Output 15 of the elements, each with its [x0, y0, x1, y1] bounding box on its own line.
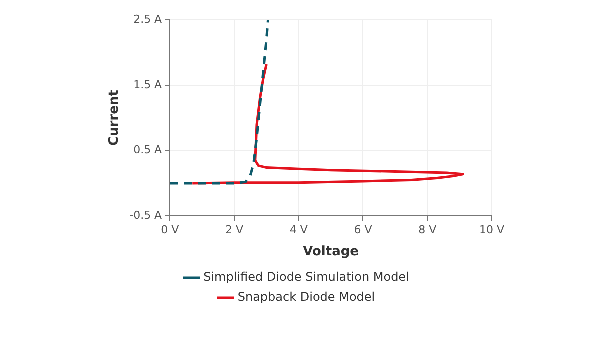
- y-axis-title: Current: [107, 90, 122, 146]
- y-tick-label: 2.5 A: [134, 12, 163, 26]
- x-tick-label: 8 V: [418, 224, 438, 237]
- x-tick-label: 0 V: [161, 224, 180, 237]
- y-tick-label: -0.5 A: [130, 209, 163, 222]
- line-series: [170, 20, 270, 185]
- x-tick-label: 4 V: [290, 224, 308, 237]
- x-axis-title: Voltage: [303, 244, 360, 260]
- x-tick-label: 10 V: [479, 224, 505, 237]
- y-tick-label: 1.5 A: [134, 78, 163, 92]
- legend-label: Simplified Diode Simulation Model: [204, 270, 410, 284]
- y-tick-label: 0.5 A: [134, 144, 163, 157]
- legend-label: Snapback Diode Model: [238, 290, 376, 304]
- x-tick-label: 6 V: [354, 224, 373, 237]
- x-tick-label: 2 V: [225, 224, 244, 237]
